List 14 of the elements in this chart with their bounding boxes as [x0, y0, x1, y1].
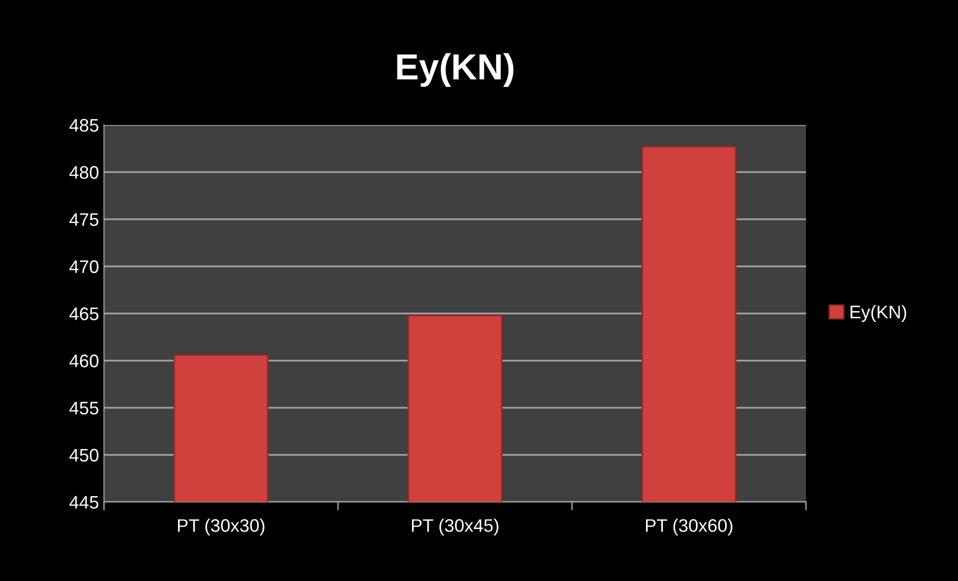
y-tick-label: 455 [69, 402, 98, 414]
y-tick-label: 485 [69, 118, 98, 132]
y-tick-label: 480 [69, 166, 98, 179]
legend-label: Ey(KN) [850, 305, 906, 322]
y-tick-label: 450 [69, 448, 98, 462]
chart-title: Ey(KN) [397, 53, 514, 87]
y-tick-label: 470 [69, 260, 98, 274]
x-tick-label: PT (30x30) [178, 518, 264, 536]
y-tick-label: 445 [69, 496, 98, 509]
y-tick-label: 460 [69, 354, 98, 368]
y-tick-label: 465 [69, 307, 98, 320]
x-tick-label: PT (30x45) [412, 518, 498, 536]
x-tick-label: PT (30x60) [646, 518, 732, 536]
y-tick-label: 475 [69, 213, 98, 226]
